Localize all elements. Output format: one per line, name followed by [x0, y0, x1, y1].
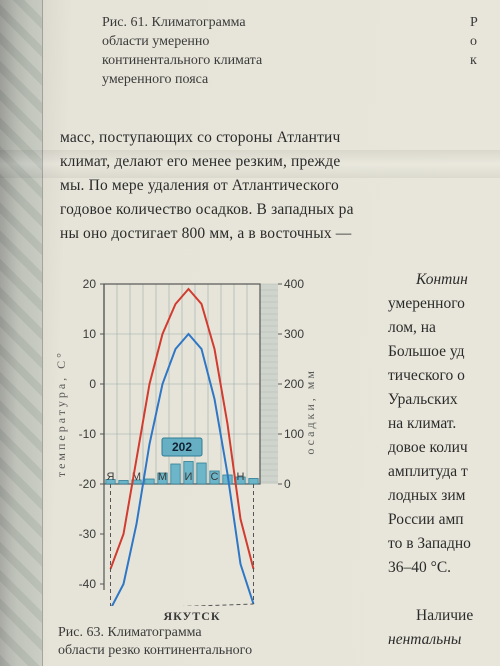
fig63-l2: области резко континентального	[58, 643, 252, 658]
svg-text:0: 0	[89, 377, 96, 391]
svg-text:300: 300	[284, 327, 304, 341]
svg-text:0: 0	[284, 477, 291, 491]
svg-text:-10: -10	[79, 427, 97, 441]
body-l2: климат, делают его менее резким, прежде	[60, 150, 500, 174]
svg-text:-20: -20	[79, 477, 97, 491]
body-l4: годовое количество осадков. В западных р…	[60, 198, 500, 222]
fig61-l3: континентального климата	[102, 53, 262, 68]
svg-text:20: 20	[83, 277, 97, 291]
right-column-fragments: Контин умеренного лом, на Большое уд тич…	[388, 268, 500, 652]
svg-text:И: И	[185, 471, 193, 483]
svg-text:-40: -40	[79, 577, 97, 591]
y-axis-label-temperature: температура, С°	[54, 350, 69, 477]
svg-text:100: 100	[284, 427, 304, 441]
svg-text:400: 400	[284, 277, 304, 291]
fig61-l1: Рис. 61. Климатограмма	[102, 15, 246, 30]
climatogram-chart: температура, С° осадки, мм 20100-10-20-3…	[58, 276, 326, 624]
svg-text:С: С	[211, 471, 219, 483]
fig63-l1: Рис. 63. Климатограмма	[58, 625, 202, 640]
svg-text:202: 202	[172, 440, 192, 454]
y-axis-label-precip: осадки, мм	[303, 368, 318, 455]
fig61-l2: области умеренно	[102, 34, 209, 49]
body-l1: масс, поступающих со стороны Атлантич	[60, 126, 500, 150]
body-l5: ны оно достигает 800 мм, а в восточных —	[60, 222, 500, 246]
svg-text:Я: Я	[107, 471, 115, 483]
svg-text:10: 10	[83, 327, 97, 341]
figure-61-caption: Рис. 61. Климатограмма области умеренно …	[102, 14, 262, 90]
figure-63-caption: Рис. 63. Климатограмма области резко кон…	[58, 624, 252, 660]
svg-text:М: М	[158, 471, 167, 483]
fig61-l4: умеренного пояса	[102, 72, 208, 87]
city-label: ЯКУТСК	[58, 609, 326, 624]
svg-text:200: 200	[284, 377, 304, 391]
chart-svg: 20100-10-20-30-404003002001000ЯММИСН202	[58, 276, 326, 606]
left-margin-map	[0, 0, 43, 666]
page: Рис. 61. Климатограмма области умеренно …	[0, 0, 500, 666]
right-cut-caption: Р о к	[470, 14, 500, 71]
svg-text:Н: Н	[237, 471, 245, 483]
body-l3: мы. По мере удаления от Атлантического	[60, 174, 500, 198]
svg-text:-30: -30	[79, 527, 97, 541]
paragraph: масс, поступающих со стороны Атлантич кл…	[60, 126, 500, 246]
